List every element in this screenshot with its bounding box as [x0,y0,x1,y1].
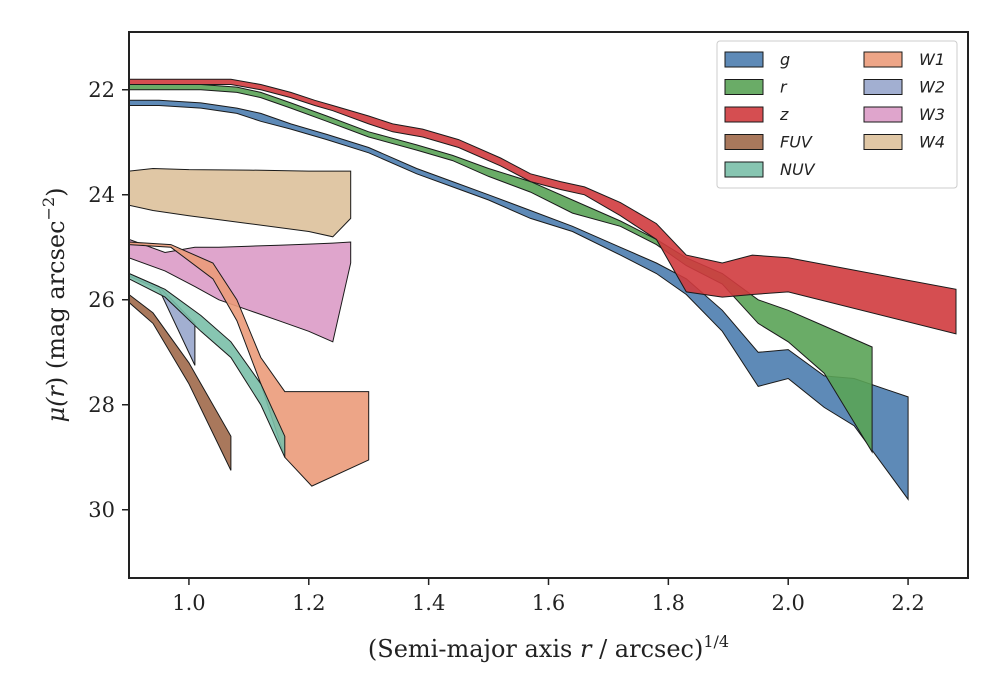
y-axis-label-group: μ(r) (mag arcsec−2) [39,187,70,422]
legend-label-w2: W2 [919,78,945,97]
legend-swatch-w2 [863,79,903,95]
area-w4 [129,167,352,238]
legend-label-w3: W3 [919,105,945,124]
y-tick-label: 24 [88,183,115,207]
y-tick-label: 26 [88,288,115,312]
legend-swatch-fuv [724,134,764,150]
x-axis-label-sup: 1/4 [703,632,729,651]
x-axis-ticks: 1.0 1.2 1.4 1.6 1.8 2.0 2.2 [172,578,925,615]
legend-swatch-z [724,106,764,123]
area-w3 [129,238,352,343]
area-g [129,99,909,501]
y-axis-label-sup: −2 [39,197,58,221]
y-axis-label: μ(r) (mag arcsec−2) [39,187,70,422]
y-tick-label: 22 [88,78,115,102]
area-r [129,84,873,454]
y-axis-label-pre: μ( [42,397,70,423]
area-w1 [129,241,370,487]
series-areas [129,78,957,501]
legend-swatch-r [724,79,764,95]
x-axis-label-pre: (Semi-major axis [368,635,580,663]
legend-swatch-nuv [724,161,764,178]
x-tick-label: 1.6 [532,591,565,615]
x-tick-label: 1.8 [652,591,685,615]
legend-swatch-w4 [863,134,903,150]
legend-label-fuv: FUV [780,133,813,152]
area-w2 [129,272,196,366]
y-tick-label: 30 [88,498,115,522]
legend-swatch-w1 [863,51,903,68]
legend-swatch-w3 [863,106,903,123]
legend: grz FUV NUV W1 W2 W3 W4 [716,40,958,189]
y-axis-label-var: r [42,385,70,398]
x-tick-label: 2.2 [891,591,924,615]
legend-label-g: g [780,50,790,69]
x-tick-label: 1.0 [172,591,205,615]
area-fuv [129,293,232,471]
x-tick-label: 2.0 [772,591,805,615]
area-z [129,78,957,335]
x-axis-label-post: / arcsec) [591,635,703,663]
y-axis-ticks: 22 24 26 28 30 [88,78,129,522]
legend-box [716,40,958,189]
x-tick-label: 1.4 [412,591,445,615]
legend-label-z: z [779,105,789,124]
legend-label-nuv: NUV [780,160,816,179]
y-tick-label: 28 [88,393,115,417]
legend-label-r: r [780,78,788,97]
legend-swatch-g [724,51,764,68]
x-tick-label: 1.2 [292,591,325,615]
y-axis-label-post: ) (mag arcsec [42,220,70,386]
legend-label-w1: W1 [919,50,945,69]
area-nuv [129,272,286,458]
legend-label-w4: W4 [919,133,945,152]
x-axis-label: (Semi-major axis r / arcsec)1/4 [368,632,729,663]
x-axis-label-var: r [580,635,593,663]
y-axis-label-end: ) [42,187,70,196]
